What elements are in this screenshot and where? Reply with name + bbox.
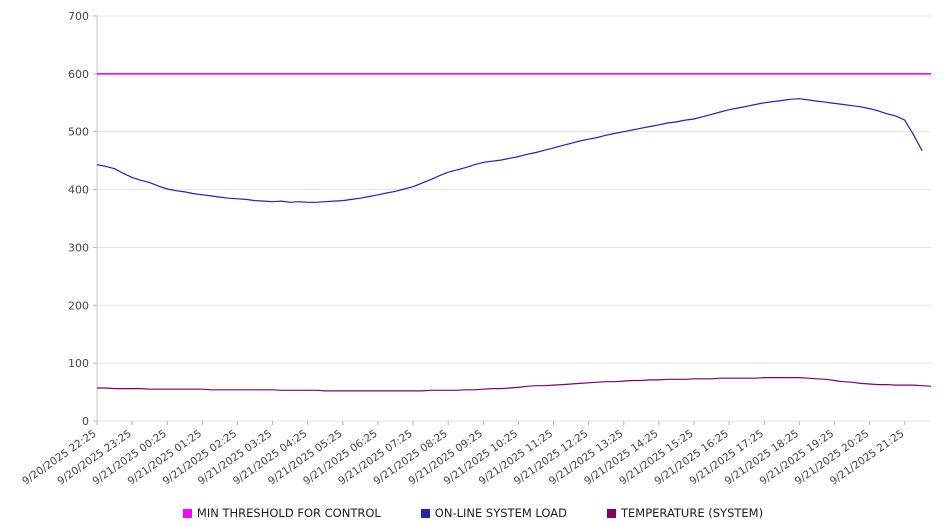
chart-legend: MIN THRESHOLD FOR CONTROL ON-LINE SYSTEM…	[0, 506, 946, 520]
svg-text:300: 300	[68, 241, 89, 254]
legend-swatch-blue-icon	[420, 508, 430, 518]
legend-item-temperature[interactable]: TEMPERATURE (SYSTEM)	[607, 506, 763, 520]
legend-label-system-load: ON-LINE SYSTEM LOAD	[434, 506, 567, 520]
legend-swatch-purple-icon	[607, 508, 616, 518]
svg-text:200: 200	[68, 299, 89, 312]
svg-text:400: 400	[68, 184, 89, 197]
svg-text:100: 100	[68, 357, 89, 370]
legend-item-system-load[interactable]: ON-LINE SYSTEM LOAD	[420, 506, 567, 520]
legend-label-min-threshold: MIN THRESHOLD FOR CONTROL	[196, 506, 381, 520]
legend-swatch-magenta-icon	[182, 508, 192, 518]
svg-text:0: 0	[82, 415, 89, 428]
legend-label-temperature: TEMPERATURE (SYSTEM)	[621, 506, 764, 520]
svg-text:600: 600	[68, 68, 89, 81]
svg-text:500: 500	[68, 126, 89, 139]
legend-item-min-threshold[interactable]: MIN THRESHOLD FOR CONTROL	[182, 506, 381, 520]
svg-text:700: 700	[68, 10, 89, 23]
